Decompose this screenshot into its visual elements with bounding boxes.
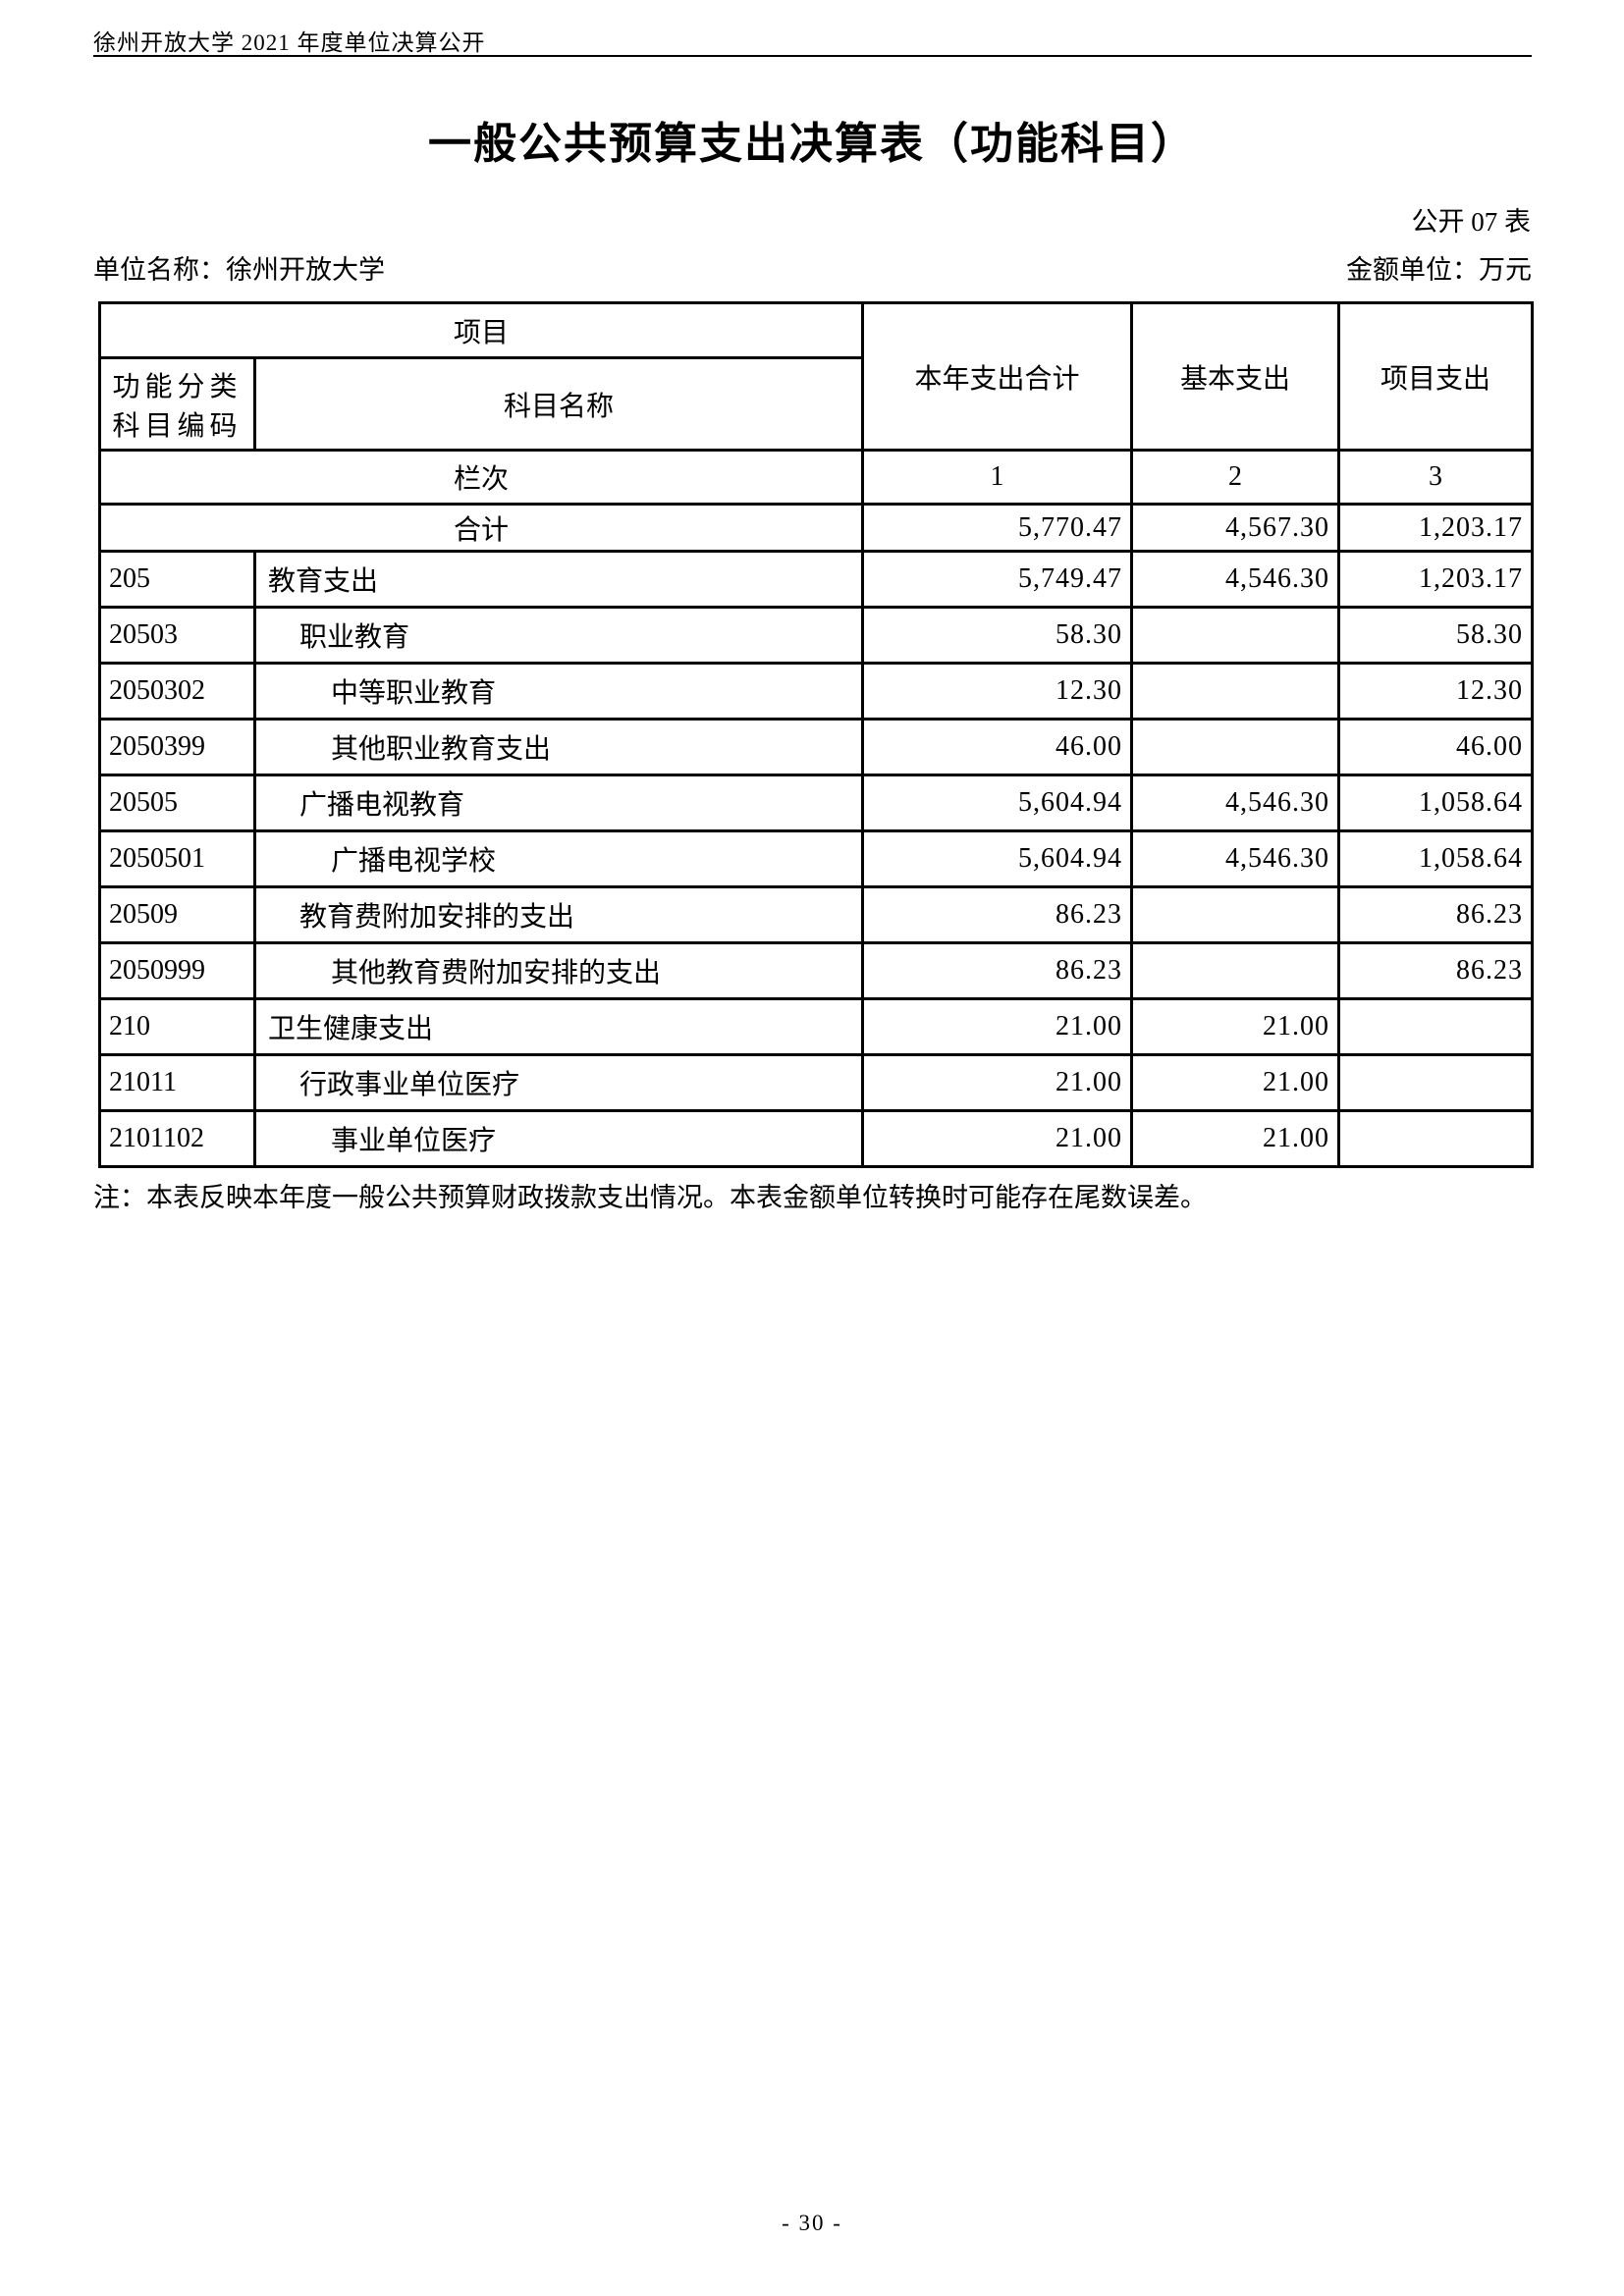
header-year-total: 本年支出合计 [861,301,1134,452]
cell-year-total: 5,604.94 [861,829,1134,888]
cell-basic: 21.00 [1130,1053,1341,1112]
cell-project [1337,1109,1535,1168]
header-function-code-line1: 功能分类 [112,371,243,402]
cell-basic [1130,662,1341,721]
lane-col-2: 2 [1130,449,1341,506]
cell-year-total: 5,749.47 [861,550,1134,609]
cell-basic: 4,546.30 [1130,550,1341,609]
cell-year-total: 5,770.47 [861,503,1134,553]
cell-subject-name: 其他教育费附加安排的支出 [252,941,865,1000]
cell-subject-name: 广播电视学校 [252,829,865,888]
table-row: 20503 职业教育 58.30 58.30 [98,606,1535,665]
header-function-code-line2: 科目编码 [112,410,243,442]
cell-project: 1,058.64 [1337,774,1535,832]
table-header-row-2: 功能分类 科目编码 科目名称 [98,356,1533,452]
cell-year-total: 86.23 [861,941,1134,1000]
table-row: 2101102 事业单位医疗 21.00 21.00 [98,1109,1535,1168]
table-row: 20505 广播电视教育 5,604.94 4,546.30 1,058.64 [98,774,1535,832]
cell-code: 2101102 [98,1109,256,1168]
cell-basic: 21.00 [1130,1109,1341,1168]
cell-year-total: 46.00 [861,718,1134,776]
budget-table: 项目 本年支出合计 基本支出 项目支出 功能分类 科目编码 科目名称 栏次 1 … [97,301,1535,1168]
cell-basic: 4,546.30 [1130,774,1341,832]
cell-basic: 4,567.30 [1130,503,1341,553]
cell-code: 2050302 [98,662,256,721]
cell-code: 20503 [98,606,256,665]
header-project: 项目 [97,301,865,359]
cell-project: 46.00 [1337,718,1535,776]
cell-project: 1,203.17 [1337,503,1535,553]
lane-col-1: 1 [861,449,1134,506]
page-number: - 30 - [782,2211,842,2235]
header-subject-name: 科目名称 [252,356,865,452]
cell-project: 58.30 [1337,606,1535,665]
cell-subject-name: 行政事业单位医疗 [252,1053,865,1112]
cell-project [1337,997,1535,1056]
cell-year-total: 21.00 [861,997,1134,1056]
table-row: 205 教育支出 5,749.47 4,546.30 1,203.17 [98,550,1535,609]
header-function-code: 功能分类 科目编码 [98,356,256,452]
cell-year-total: 86.23 [861,885,1134,944]
cell-subject-name: 教育支出 [252,550,865,609]
cell-basic [1130,941,1341,1000]
footnote: 注：本表反映本年度一般公共预算财政拨款支出情况。本表金额单位转换时可能存在尾数误… [93,1183,1207,1212]
table-row: 21011 行政事业单位医疗 21.00 21.00 [98,1053,1535,1112]
page-title: 一般公共预算支出决算表（功能科目） [428,120,1196,168]
table-header-row-1: 项目 本年支出合计 基本支出 项目支出 [97,301,1535,452]
cell-subject-name: 广播电视教育 [252,774,865,832]
cell-project: 12.30 [1337,662,1535,721]
table-meta-row: 单位名称：徐州开放大学 金额单位：万元 [93,248,1532,287]
cell-year-total: 58.30 [861,606,1134,665]
cell-code: 21011 [98,1053,256,1112]
cell-subject-name: 职业教育 [252,606,865,665]
cell-basic [1130,606,1341,665]
cell-year-total: 5,604.94 [861,774,1134,832]
cell-code: 2050399 [98,718,256,776]
lane-col-3: 3 [1337,449,1535,506]
amount-unit-label: 金额单位：万元 [1346,255,1532,285]
cell-subject-name: 事业单位医疗 [252,1109,865,1168]
cell-year-total: 21.00 [861,1109,1134,1168]
doc-header-text: 徐州开放大学 2021 年度单位决算公开 [93,30,486,55]
header-divider [93,55,1532,57]
cell-basic [1130,885,1341,944]
cell-subject-name: 教育费附加安排的支出 [252,885,865,944]
sheet-number-label: 公开 07 表 [1411,207,1532,237]
lane-row: 栏次 1 2 3 [97,449,1535,506]
lane-label: 栏次 [97,449,865,506]
cell-basic: 21.00 [1130,997,1341,1056]
table-row-total: 合计 5,770.47 4,567.30 1,203.17 [97,503,1535,553]
cell-project: 1,203.17 [1337,550,1535,609]
cell-code: 205 [98,550,256,609]
cell-subject-name: 其他职业教育支出 [252,718,865,776]
table-row: 20509 教育费附加安排的支出 86.23 86.23 [98,885,1535,944]
cell-code: 2050999 [98,941,256,1000]
cell-subject-name: 卫生健康支出 [252,997,865,1056]
cell-code: 210 [98,997,256,1056]
table-row: 2050501 广播电视学校 5,604.94 4,546.30 1,058.6… [98,829,1535,888]
cell-basic: 4,546.30 [1130,829,1341,888]
table-row: 210 卫生健康支出 21.00 21.00 [98,997,1535,1056]
header-basic: 基本支出 [1130,301,1341,452]
cell-project: 86.23 [1337,885,1535,944]
cell-code: 20505 [98,774,256,832]
cell-year-total: 21.00 [861,1053,1134,1112]
table-row: 2050999 其他教育费附加安排的支出 86.23 86.23 [98,941,1535,1000]
cell-year-total: 12.30 [861,662,1134,721]
cell-code: 20509 [98,885,256,944]
cell-basic [1130,718,1341,776]
cell-project: 1,058.64 [1337,829,1535,888]
table-row: 2050302 中等职业教育 12.30 12.30 [98,662,1535,721]
cell-code: 2050501 [98,829,256,888]
cell-project [1337,1053,1535,1112]
unit-name-label: 单位名称：徐州开放大学 [93,255,385,285]
cell-total-label: 合计 [97,503,865,553]
cell-subject-name: 中等职业教育 [252,662,865,721]
table-row: 2050399 其他职业教育支出 46.00 46.00 [98,718,1535,776]
header-project-expense: 项目支出 [1337,301,1535,452]
cell-project: 86.23 [1337,941,1535,1000]
